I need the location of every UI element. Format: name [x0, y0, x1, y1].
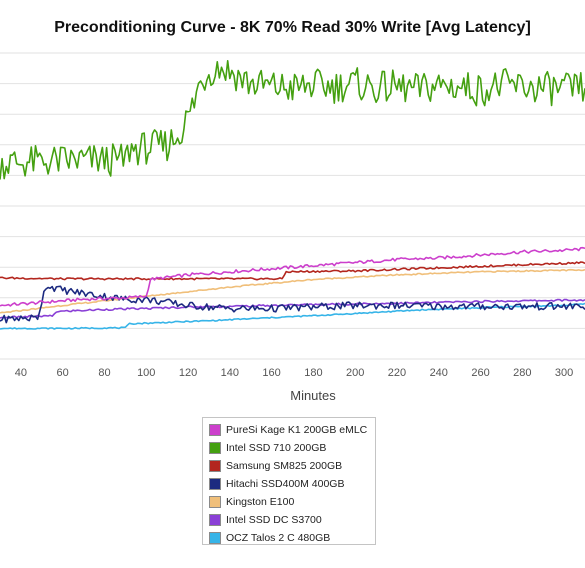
legend-item: Intel SSD DC S3700: [209, 511, 375, 529]
chart-legend: PureSi Kage K1 200GB eMLC Intel SSD 710 2…: [202, 417, 376, 545]
x-tick-label: 180: [304, 367, 322, 379]
legend-item: OCZ Talos 2 C 480GB: [209, 529, 375, 547]
legend-label: Kingston E100: [226, 496, 295, 508]
chart-title: Preconditioning Curve - 8K 70% Read 30% …: [54, 19, 531, 36]
series-line: [0, 261, 585, 281]
x-tick-label: 200: [346, 367, 364, 379]
legend-swatch: [209, 496, 221, 508]
legend-swatch: [209, 514, 221, 526]
legend-label: PureSi Kage K1 200GB eMLC: [226, 424, 368, 436]
legend-swatch: [209, 442, 221, 454]
legend-swatch: [209, 460, 221, 472]
x-axis-label: Minutes: [290, 388, 336, 403]
x-tick-label: 280: [513, 367, 531, 379]
x-tick-label: 240: [430, 367, 448, 379]
series-line: [0, 246, 585, 307]
x-tick-label: 100: [137, 367, 155, 379]
legend-swatch: [209, 424, 221, 436]
legend-swatch: [209, 478, 221, 490]
legend-label: OCZ Talos 2 C 480GB: [226, 532, 331, 544]
legend-item: Kingston E100: [209, 493, 375, 511]
line-chart: 40 60 80 100 120 140 160 180 200 220 240 260 280 300 …: [0, 52, 585, 403]
x-tick-label: 120: [179, 367, 197, 379]
series-line: [0, 268, 585, 314]
x-tick-label: 220: [388, 367, 406, 379]
legend-label: Intel SSD DC S3700: [226, 514, 322, 526]
x-tick-label: 80: [98, 367, 110, 379]
x-tick-label: 260: [471, 367, 489, 379]
legend-label: Hitachi SSD400M 400GB: [226, 478, 345, 490]
x-tick-label: 40: [15, 367, 27, 379]
legend-item: PureSi Kage K1 200GB eMLC: [209, 421, 375, 439]
legend-item: Intel SSD 710 200GB: [209, 439, 375, 457]
x-tick-label: 300: [555, 367, 573, 379]
legend-swatch: [209, 532, 221, 544]
x-tick-label: 160: [262, 367, 280, 379]
x-tick-label: 140: [221, 367, 239, 379]
legend-item: Hitachi SSD400M 400GB: [209, 475, 375, 493]
series-line: [0, 298, 585, 319]
x-tick-label: 60: [57, 367, 69, 379]
series-line: [0, 59, 585, 180]
legend-label: Samsung SM825 200GB: [226, 460, 343, 472]
legend-item: Samsung SM825 200GB: [209, 457, 375, 475]
legend-label: Intel SSD 710 200GB: [226, 442, 327, 454]
